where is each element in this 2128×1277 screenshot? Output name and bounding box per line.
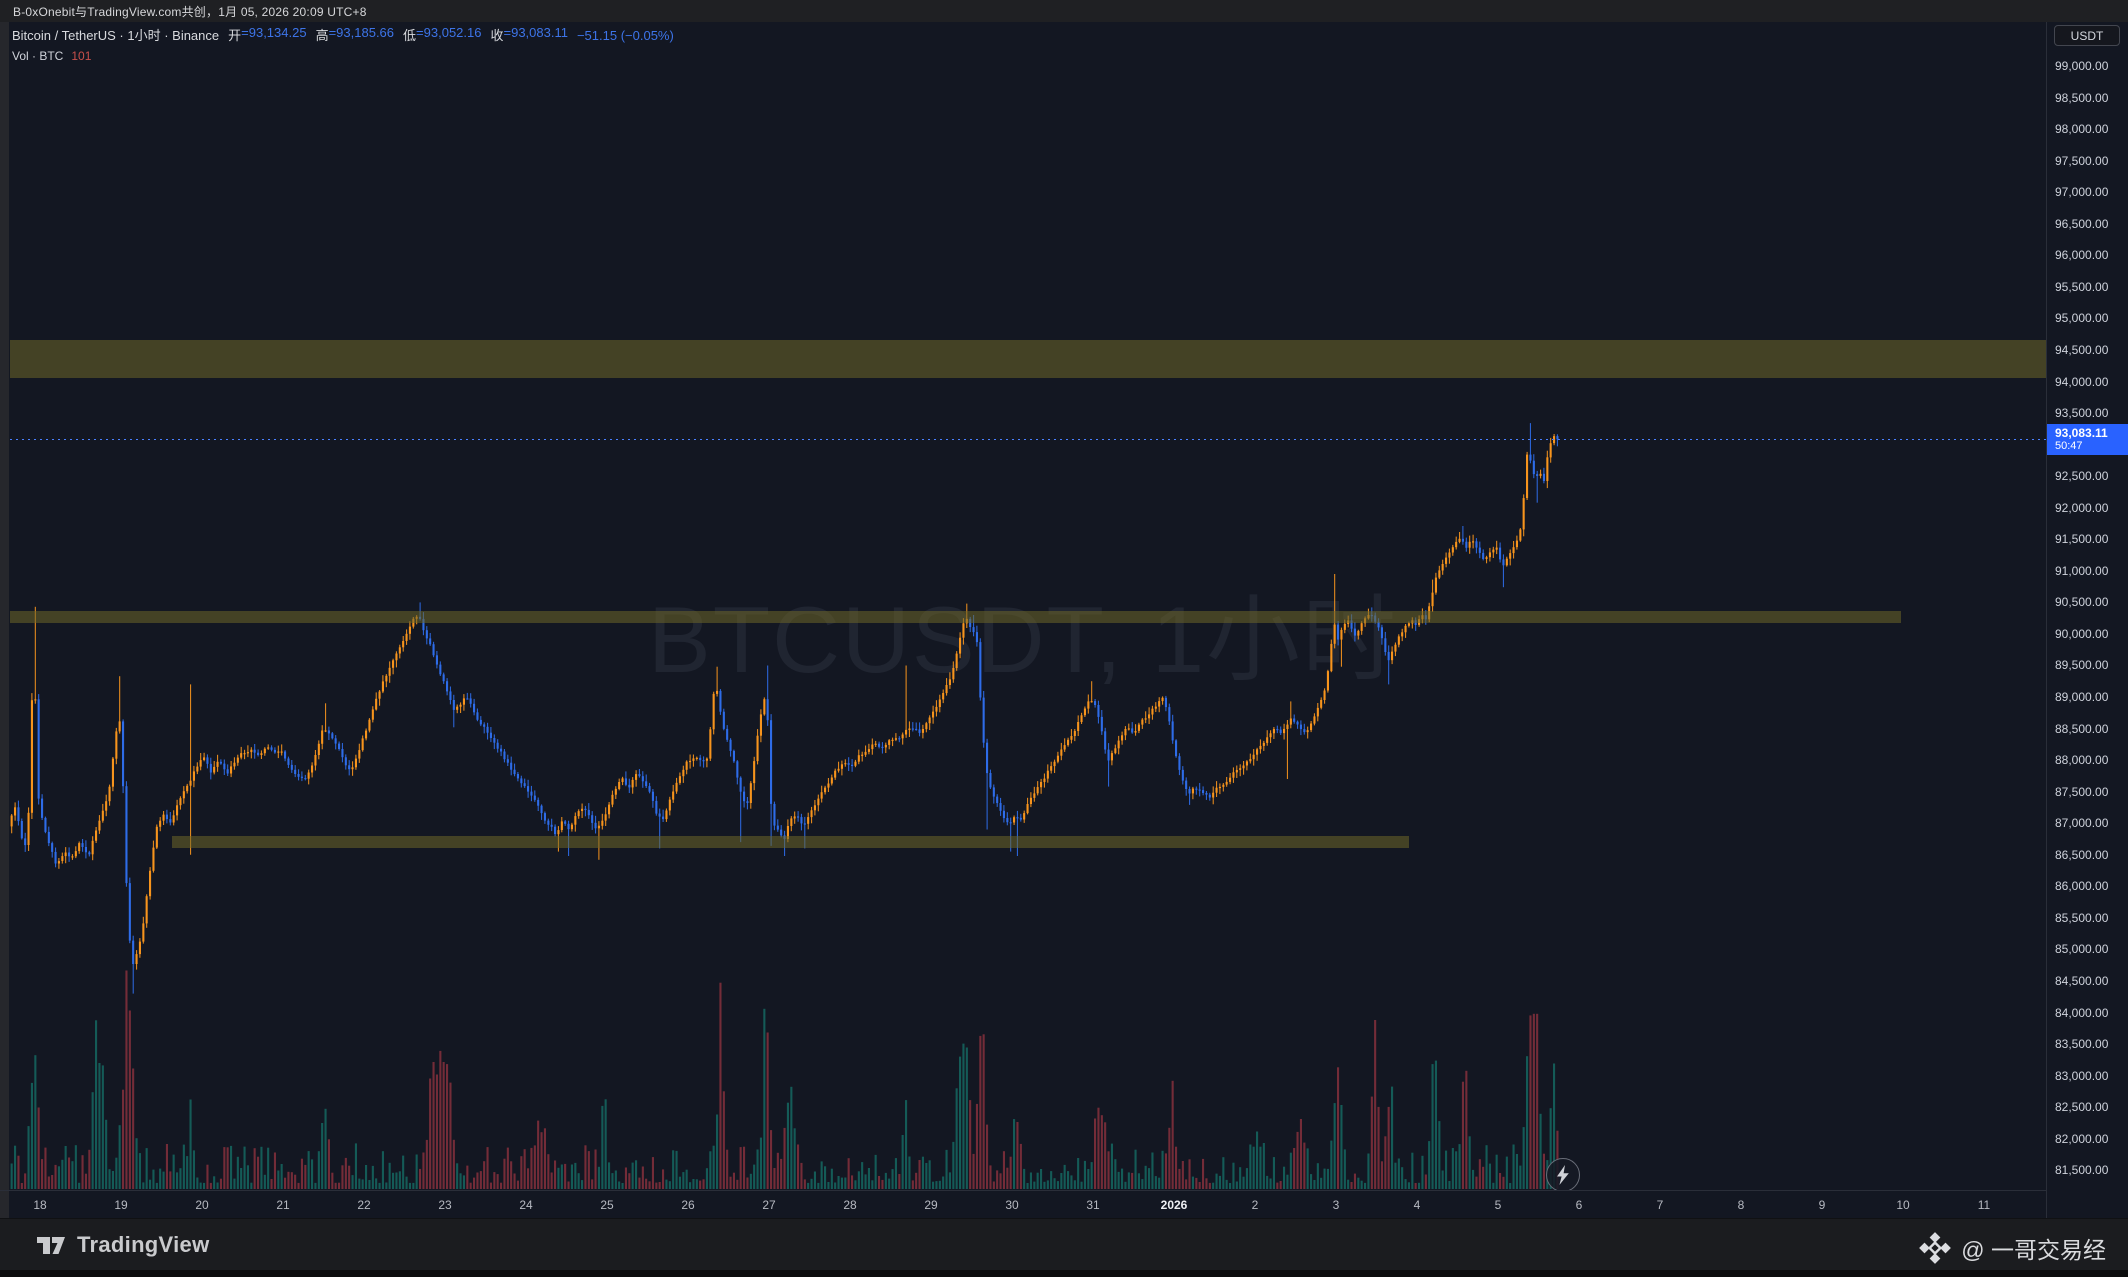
ohlc-low: 低 =93,052.16 bbox=[403, 25, 482, 43]
ohlc-open: 开 =93,134.25 bbox=[228, 25, 307, 43]
diamond-logo-icon bbox=[1919, 1232, 1952, 1264]
time-tick-label: 28 bbox=[843, 1198, 857, 1212]
price-tick-label: 89,500.00 bbox=[2055, 658, 2109, 673]
price-tick-label: 86,500.00 bbox=[2055, 847, 2109, 862]
time-tick-label: 8 bbox=[1737, 1198, 1745, 1212]
bar-countdown: 50:47 bbox=[2055, 440, 2083, 453]
price-tick-label: 82,500.00 bbox=[2055, 1100, 2109, 1115]
time-tick-label: 26 bbox=[681, 1198, 695, 1212]
price-tick-label: 95,000.00 bbox=[2055, 311, 2109, 326]
time-tick-label: 7 bbox=[1656, 1198, 1664, 1212]
time-tick-label: 24 bbox=[519, 1198, 533, 1212]
chart-plot-area[interactable]: BTCUSDT, 1小时 Bitcoin / TetherUS · 1小时 · … bbox=[0, 22, 2046, 1190]
zone-resistance-upper bbox=[10, 340, 2046, 378]
price-tick-label: 95,500.00 bbox=[2055, 279, 2109, 294]
price-tick-label: 88,500.00 bbox=[2055, 721, 2109, 736]
price-tick-label: 89,000.00 bbox=[2055, 690, 2109, 704]
time-tick-label: 21 bbox=[276, 1198, 290, 1212]
time-tick-label: 23 bbox=[438, 1198, 452, 1212]
price-tick-label: 92,500.00 bbox=[2055, 469, 2109, 484]
price-change: −51.15 (−0.05%) bbox=[576, 28, 674, 43]
ohlc-high: 高 =93,185.66 bbox=[315, 25, 395, 43]
time-tick-label: 18 bbox=[33, 1198, 47, 1212]
time-tick-label: 3 bbox=[1332, 1198, 1340, 1212]
price-tick-label: 94,500.00 bbox=[2055, 342, 2109, 357]
price-tick-label: 91,000.00 bbox=[2055, 563, 2109, 578]
price-tick-label: 88,000.00 bbox=[2055, 753, 2109, 768]
time-tick-label: 2 bbox=[1251, 1198, 1259, 1212]
footer-bar: TradingView @ 一哥交易经 bbox=[0, 1218, 2128, 1277]
price-tick-label: 98,000.00 bbox=[2055, 122, 2109, 137]
chart-shell: BTCUSDT, 1小时 Bitcoin / TetherUS · 1小时 · … bbox=[0, 22, 2128, 1218]
candlestick-volume-canvas bbox=[10, 423, 1559, 1189]
zone-support-lower bbox=[172, 836, 1409, 849]
time-scale[interactable]: 18 19 20 21 22 23 24 25 26 27 28 29 30 31 2026 2 3 4 5 6 7 8 9… bbox=[0, 1190, 2046, 1218]
zone-resistance-mid bbox=[10, 610, 1901, 624]
price-tick-label: 92,000.00 bbox=[2055, 500, 2109, 515]
time-tick-label: 20 bbox=[195, 1198, 209, 1212]
go-to-realtime-button[interactable] bbox=[1546, 1158, 1580, 1190]
time-tick-label: 11 bbox=[1977, 1198, 1991, 1212]
time-tick-label: 27 bbox=[762, 1198, 776, 1212]
last-price-label: 93,083.11 50:47 bbox=[2047, 424, 2128, 456]
price-tick-label: 98,500.00 bbox=[2055, 90, 2109, 105]
price-tick-label: 81,500.00 bbox=[2055, 1163, 2109, 1178]
price-tick-label: 82,000.00 bbox=[2055, 1131, 2109, 1146]
price-tick-label: 97,000.00 bbox=[2055, 185, 2109, 200]
price-tick-label: 96,500.00 bbox=[2055, 216, 2109, 231]
volume-legend: Vol · BTC 101 bbox=[12, 49, 92, 63]
price-tick-label: 84,000.00 bbox=[2055, 1005, 2109, 1020]
author-attribution: @ 一哥交易经 bbox=[1919, 1231, 2106, 1265]
price-tick-label: 90,500.00 bbox=[2055, 595, 2109, 610]
time-tick-label: 19 bbox=[114, 1198, 128, 1212]
price-tick-label: 83,500.00 bbox=[2055, 1037, 2109, 1052]
time-tick-label: 29 bbox=[924, 1198, 938, 1212]
time-tick-label: 25 bbox=[600, 1198, 614, 1212]
time-tick-label: 22 bbox=[357, 1198, 371, 1212]
last-price-dotted-line bbox=[10, 439, 2046, 441]
left-edge-strip bbox=[0, 22, 9, 1218]
tradingview-brand-name: TradingView bbox=[77, 1231, 210, 1257]
last-price-value: 93,083.11 bbox=[2055, 426, 2108, 441]
time-tick-label: 6 bbox=[1575, 1198, 1583, 1212]
time-tick-label: 4 bbox=[1413, 1198, 1421, 1212]
symbol-title[interactable]: Bitcoin / TetherUS · 1小时 · Binance bbox=[12, 28, 220, 43]
footer-bottom-strip bbox=[0, 1270, 2128, 1277]
time-tick-label: 31 bbox=[1086, 1198, 1100, 1212]
chart-legend: Bitcoin / TetherUS · 1小时 · Binance 开 =93,… bbox=[12, 25, 674, 63]
price-tick-label: 90,000.00 bbox=[2055, 626, 2109, 641]
lightning-icon bbox=[1557, 1165, 1569, 1185]
time-tick-label: 10 bbox=[1896, 1198, 1910, 1212]
time-tick-label: 30 bbox=[1005, 1198, 1019, 1212]
time-tick-label: 9 bbox=[1818, 1198, 1826, 1212]
price-tick-label: 87,000.00 bbox=[2055, 816, 2109, 831]
time-tick-label: 5 bbox=[1494, 1198, 1502, 1212]
tradingview-logo-icon bbox=[37, 1237, 65, 1254]
currency-toggle-button[interactable]: USDT bbox=[2054, 25, 2120, 46]
author-name: @ 一哥交易经 bbox=[1961, 1237, 2106, 1263]
window-title-text: B-0xOnebit与TradingView.com共创，1月 05, 2026… bbox=[13, 4, 367, 19]
price-tick-label: 93,500.00 bbox=[2055, 406, 2109, 421]
price-tick-label: 94,000.00 bbox=[2055, 374, 2109, 389]
price-tick-label: 87,500.00 bbox=[2055, 784, 2109, 799]
ohlc-close: 收 =93,083.11 bbox=[490, 25, 568, 43]
price-tick-label: 85,000.00 bbox=[2055, 942, 2109, 957]
price-tick-label: 91,500.00 bbox=[2055, 532, 2109, 547]
price-scale[interactable]: USDT 99,000.00 98,500.00 98,000.00 97,500.0… bbox=[2046, 22, 2128, 1218]
window-title-bar: B-0xOnebit与TradingView.com共创，1月 05, 2026… bbox=[0, 0, 2128, 22]
price-tick-label: 85,500.00 bbox=[2055, 910, 2109, 925]
price-tick-label: 86,000.00 bbox=[2055, 879, 2109, 894]
price-tick-label: 84,500.00 bbox=[2055, 973, 2109, 988]
price-tick-label: 99,000.00 bbox=[2055, 59, 2109, 73]
tradingview-brand[interactable]: TradingView bbox=[36, 1231, 210, 1258]
price-tick-label: 83,000.00 bbox=[2055, 1068, 2109, 1083]
price-tick-label: 97,500.00 bbox=[2055, 153, 2109, 168]
price-tick-label: 96,000.00 bbox=[2055, 248, 2109, 263]
time-tick-label: 2026 bbox=[1160, 1198, 1188, 1212]
